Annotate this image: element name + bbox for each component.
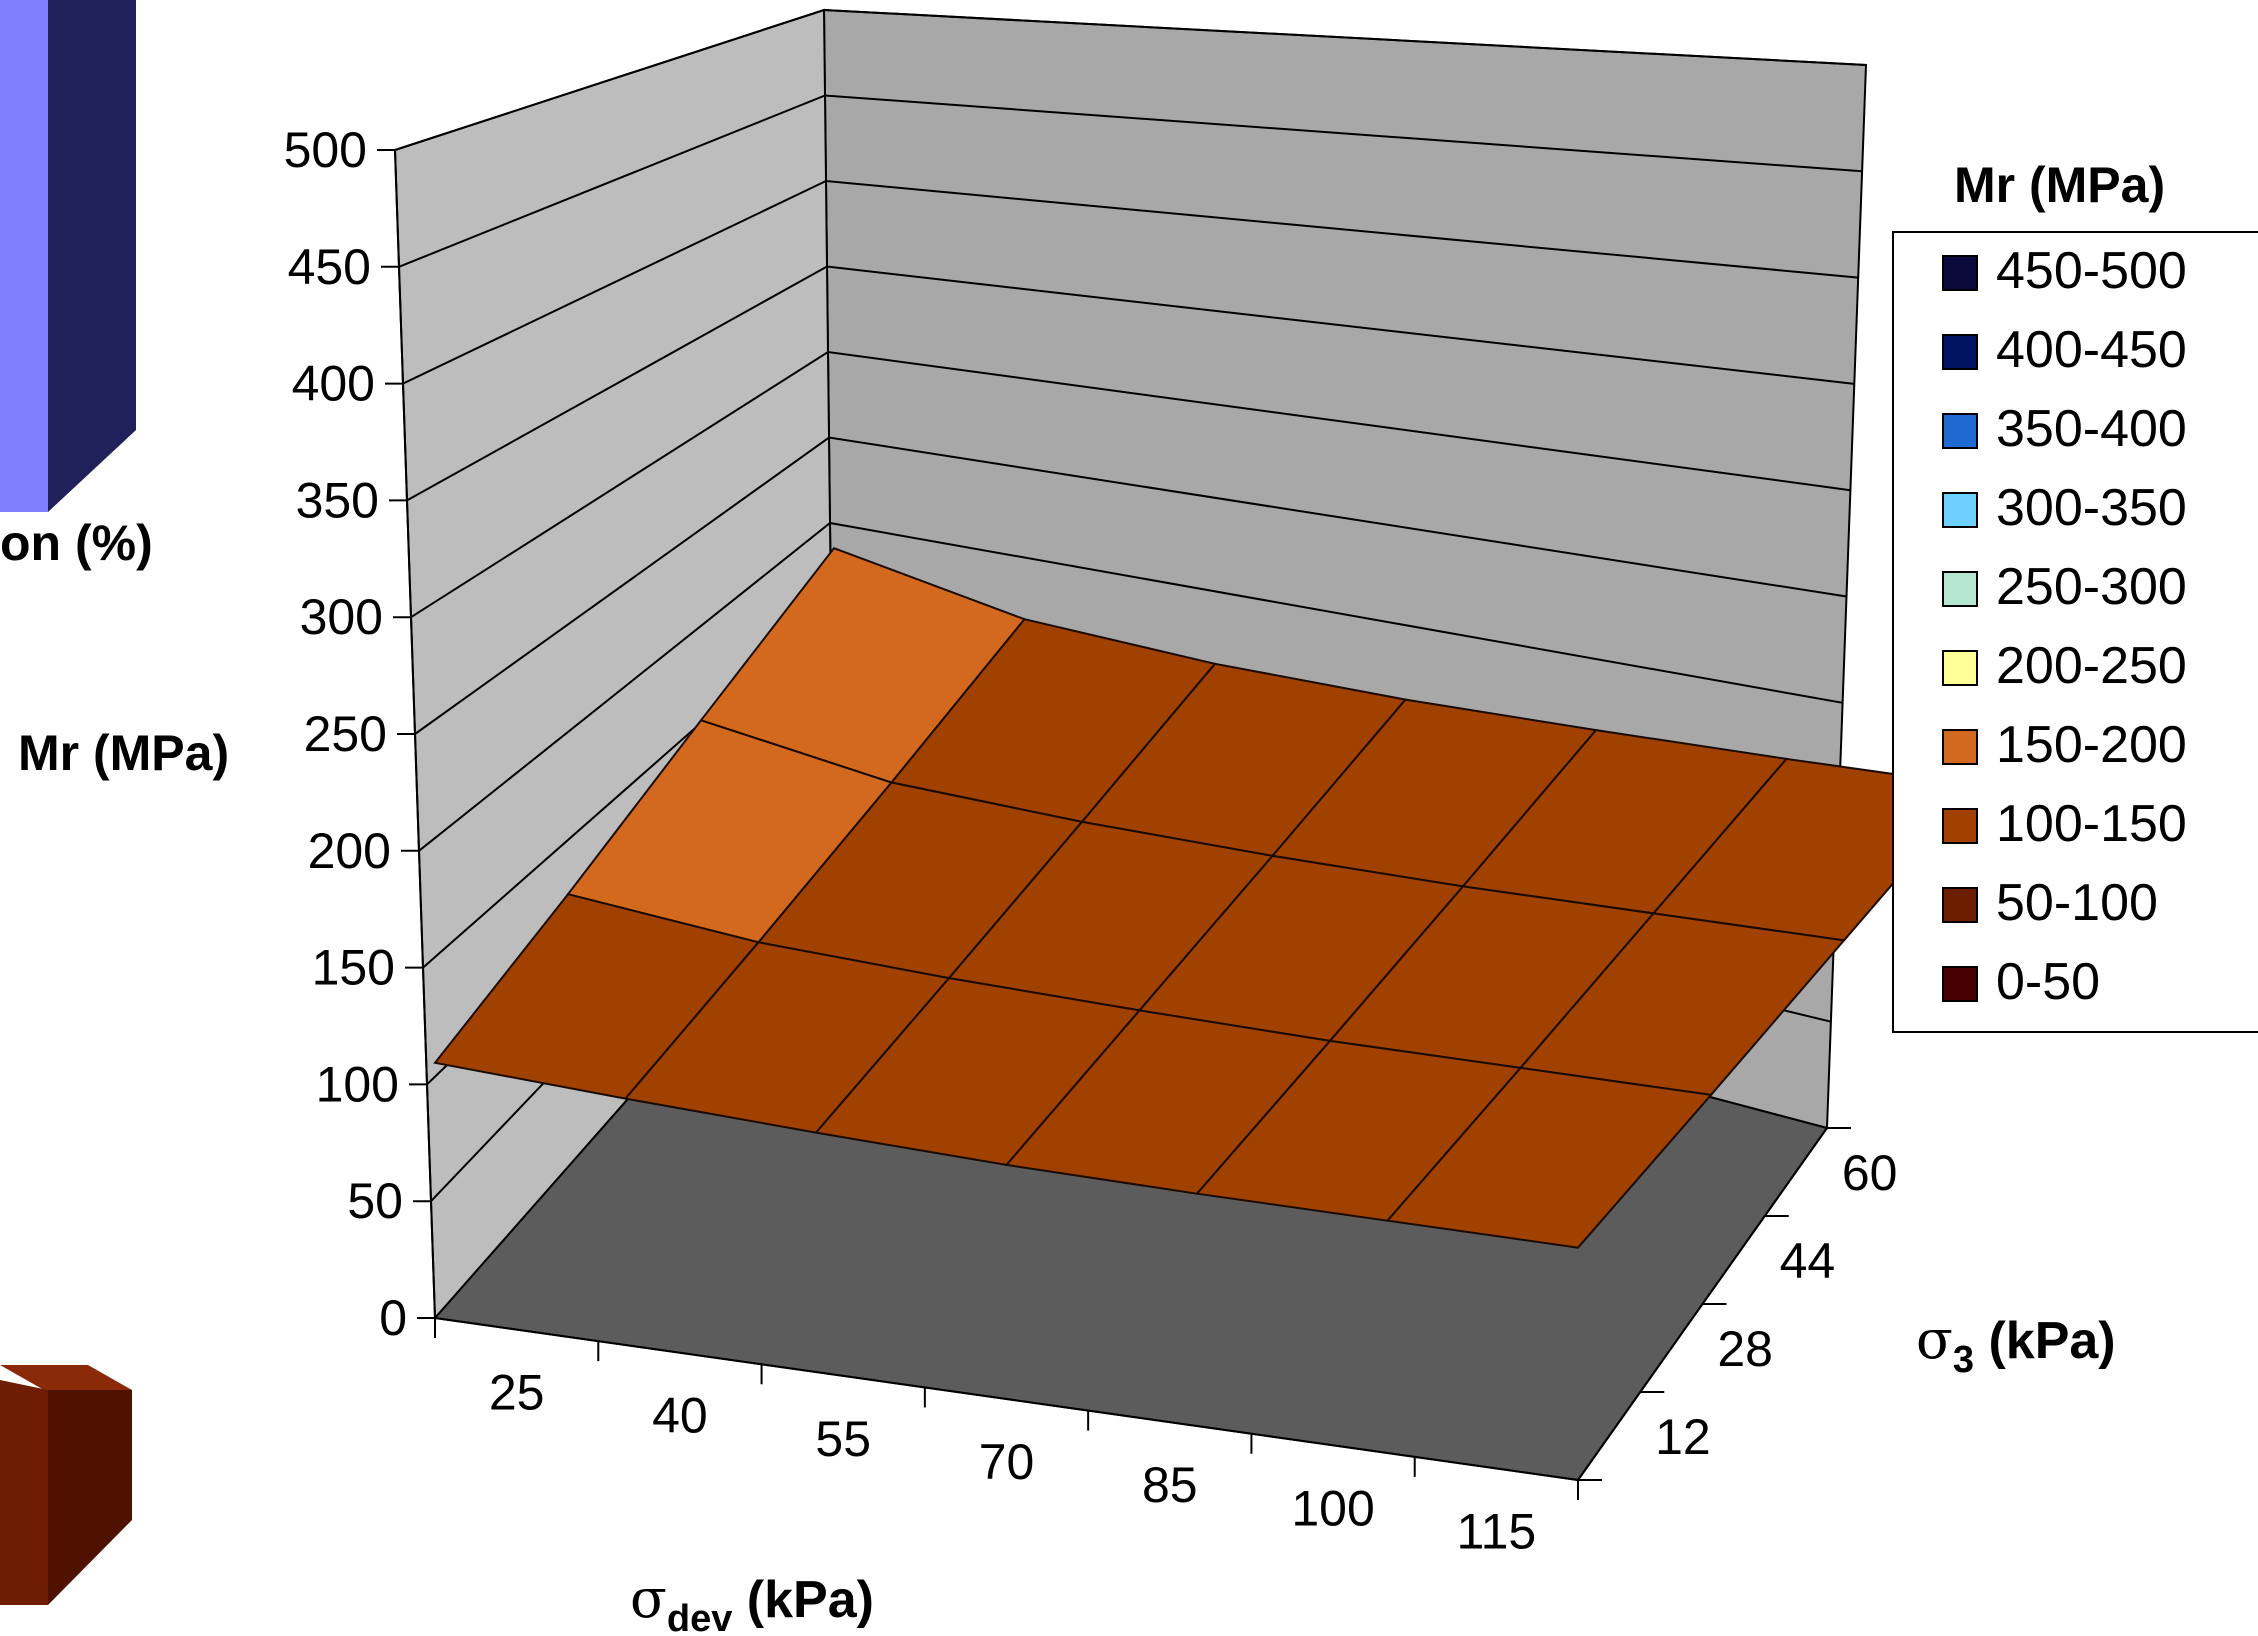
z-tick-label: 300 <box>300 589 383 645</box>
legend-label: 450-500 <box>1996 242 2187 300</box>
x-tick-label: 55 <box>815 1411 871 1467</box>
x-axis-title-unit: (kPa) <box>732 1571 874 1629</box>
x-tick-label: 40 <box>652 1388 708 1444</box>
fragment-box-top <box>0 1365 132 1390</box>
legend-label: 300-350 <box>1996 479 2187 537</box>
legend: Mr (MPa) 450-500 400-450 350-400 300-350 250… <box>1892 157 2258 1033</box>
z-gridline <box>394 8 1867 151</box>
legend-label: 250-300 <box>1996 558 2187 616</box>
x-axis-title: σdev (kPa) <box>630 1567 874 1636</box>
z-gridline <box>418 521 1843 852</box>
z-tick-label: 150 <box>312 940 395 996</box>
z-tick-label: 0 <box>379 1290 407 1346</box>
legend-swatch <box>1942 492 1978 528</box>
legend-swatch <box>1942 571 1978 607</box>
y-axis-title-unit: (kPa) <box>1974 1312 2116 1370</box>
z-gridline <box>410 350 1851 619</box>
y-axis-title: σ3 (kPa) <box>1916 1308 2116 1381</box>
fragment-bar-side <box>48 0 136 512</box>
fragment-left-top: on (%) <box>0 0 153 571</box>
z-gridline <box>406 265 1855 502</box>
y-tick-label: 60 <box>1842 1145 1898 1201</box>
legend-swatch <box>1942 334 1978 370</box>
legend-swatch <box>1942 729 1978 765</box>
y-tick-label: 28 <box>1717 1321 1773 1377</box>
legend-label: 50-100 <box>1996 874 2158 932</box>
x-axis-line <box>434 1317 1579 1481</box>
legend-swatch <box>1942 413 1978 449</box>
legend-label: 200-250 <box>1996 637 2187 695</box>
x-axis-title-sub: dev <box>667 1598 732 1636</box>
legend-swatch <box>1942 887 1978 923</box>
fragment-axis-label: on (%) <box>0 515 153 571</box>
y-tick-label: 44 <box>1780 1233 1836 1289</box>
legend-swatch <box>1942 650 1978 686</box>
z-tick-label: 250 <box>304 706 387 762</box>
z-tick-label: 500 <box>284 122 367 178</box>
x-tick-label: 25 <box>489 1365 545 1421</box>
z-tick-label: 400 <box>292 356 375 412</box>
z-gridline <box>398 94 1863 268</box>
z-axis-line <box>394 149 436 1319</box>
z-tick-label: 100 <box>316 1056 399 1112</box>
x-axis-title-symbol: σ <box>630 1567 667 1630</box>
x-tick-label: 85 <box>1142 1457 1198 1513</box>
fragment-left-bottom <box>0 1365 132 1605</box>
fragment-box-front <box>0 1380 48 1605</box>
x-tick-label: 100 <box>1291 1480 1374 1536</box>
z-tick-label: 200 <box>308 823 391 879</box>
legend-label: 350-400 <box>1996 400 2187 458</box>
surface <box>433 547 1979 1249</box>
z-gridline <box>402 179 1859 385</box>
legend-label: 150-200 <box>1996 716 2187 774</box>
fragment-box-side <box>48 1390 132 1605</box>
z-axis-title: Mr (MPa) <box>18 725 229 781</box>
y-axis-title-symbol: σ <box>1916 1308 1953 1371</box>
x-tick-label: 115 <box>1456 1503 1536 1559</box>
z-tick-label: 50 <box>347 1173 403 1229</box>
legend-title: Mr (MPa) <box>1954 157 2165 213</box>
legend-label: 0-50 <box>1996 953 2100 1011</box>
surface-patch <box>1385 1066 1713 1249</box>
legend-swatch <box>1942 966 1978 1002</box>
legend-swatch <box>1942 808 1978 844</box>
z-tick-label: 350 <box>296 472 379 528</box>
axes: 0 50 100 150 200 250 300 350 400 450 500 25 40 55 70 85… <box>284 122 1898 1559</box>
z-tick-label: 450 <box>288 239 371 295</box>
legend-label: 100-150 <box>1996 795 2187 853</box>
x-tick-label: 70 <box>979 1434 1035 1490</box>
y-axis-title-sub: 3 <box>1953 1339 1974 1381</box>
legend-items: 450-500 400-450 350-400 300-350 250-300 200-2… <box>1942 242 2187 1011</box>
z-gridline <box>414 436 1847 735</box>
legend-label: 400-450 <box>1996 321 2187 379</box>
y-tick-label: 12 <box>1655 1409 1711 1465</box>
legend-swatch <box>1942 255 1978 291</box>
fragment-bar-front <box>0 0 48 512</box>
